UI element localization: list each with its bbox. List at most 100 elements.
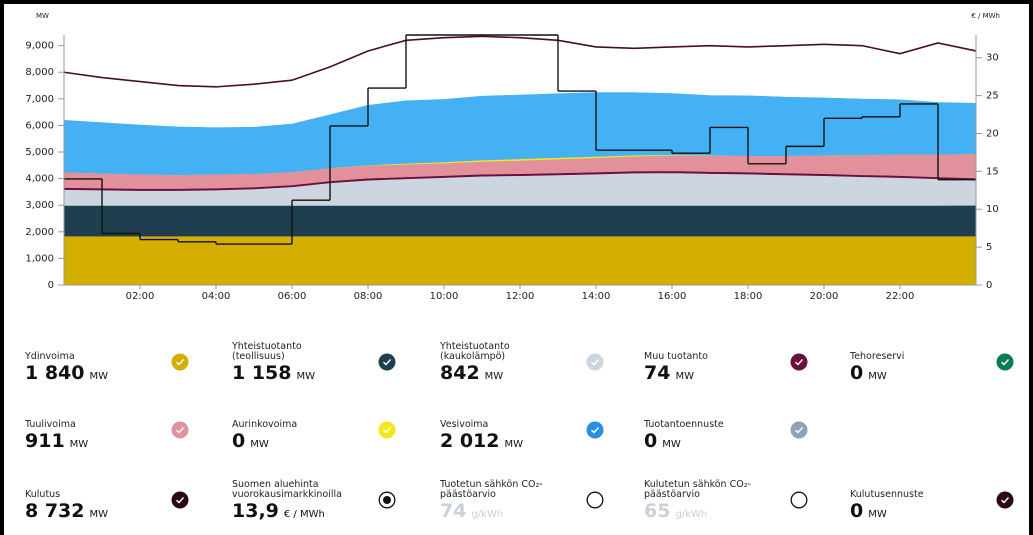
y-axis-label: MW [36,12,49,20]
toggle-icon[interactable] [996,491,1014,509]
item-label: Yhteistuotanto (kaukolämpö) [440,341,510,362]
check-mark [795,427,804,434]
toggle-icon[interactable] [171,353,189,371]
item-value-row: 911 MW [25,430,88,452]
x-tick-label: 02:00 [126,291,155,302]
legend-item: Yhteistuotanto (kaukolämpö) 842 MW [440,336,640,396]
line [63,35,977,88]
check-mark [591,427,600,434]
toggle-icon[interactable] [790,353,808,371]
item-unit: MW [868,371,887,382]
y-tick-label: 0 [48,280,54,291]
y-tick-label: 7,000 [25,94,54,105]
area [63,204,977,237]
y2-tick-label: 25 [986,91,999,102]
toggle-icon[interactable] [790,421,808,439]
item-value: 13,9 [232,500,279,522]
item-unit: MW [250,439,269,450]
x-tick-label: 04:00 [202,291,231,302]
item-value: 1 840 [25,362,85,384]
toggle-icon[interactable] [171,421,189,439]
item-value-row: 8 732 MW [25,500,108,522]
item-unit: g/kWh [471,509,504,520]
y-tick-label: 5,000 [25,147,54,158]
item-unit: MW [675,371,694,382]
toggle-circle [996,491,1014,509]
item-label: Suomen aluehinta vuorokausimarkkinoilla [232,479,342,500]
y2-tick-label: 0 [986,280,992,291]
item-label: Muu tuotanto [644,351,708,362]
item-label: Aurinkovoima [232,419,298,430]
legend-item: Kulutus 8 732 MW [25,474,225,534]
item-value: 911 [25,430,65,452]
item-unit: € / MWh [283,509,325,520]
chart: MW € / MWh 0 1,000 2,000 3,000 4,000 5,000 6,0… [25,12,1000,302]
y-tick-label: 6,000 [25,120,54,131]
item-label: Tuulivoima [25,419,76,430]
item-value: 65 [644,500,671,522]
y-tick-label: 8,000 [25,67,54,78]
toggle-icon[interactable] [378,491,396,509]
toggle-circle [378,421,396,439]
toggle-icon[interactable] [378,421,396,439]
check-mark [1001,497,1010,504]
toggle-icon[interactable] [996,353,1014,371]
item-value-row: 2 012 MW [440,430,523,452]
item-value-row: 65 g/kWh [644,500,707,522]
toggle-circle [790,421,808,439]
item-unit: g/kWh [675,509,708,520]
item-value: 74 [644,362,671,384]
x-tick-label: 16:00 [658,291,687,302]
check-mark [176,427,185,434]
toggle-circle [171,421,189,439]
item-unit: MW [484,371,504,382]
y2-tick-label: 5 [986,242,992,253]
item-value-row: 0 MW [644,430,681,452]
item-value-row: 13,9 € / MWh [232,500,325,522]
y2-axis-label: € / MWh [971,12,1000,20]
item-value: 0 [850,362,864,384]
x-tick-label: 20:00 [810,291,839,302]
x-tick-label: 10:00 [430,291,459,302]
toggle-circle [790,353,808,371]
check-mark [591,359,600,366]
toggle-circle [586,353,604,371]
y2-tick-label: 10 [986,204,999,215]
toggle-icon[interactable] [586,491,604,509]
item-value: 842 [440,362,480,384]
x-tick-label: 18:00 [734,291,763,302]
item-value-row: 1 840 MW [25,362,108,384]
toggle-circle [171,491,189,509]
item-label: Kulutusennuste [850,489,924,500]
legend-item: Vesivoima 2 012 MW [440,404,640,464]
item-value-row: 1 158 MW [232,362,315,384]
item-value-row: 842 MW [440,362,503,384]
toggle-icon[interactable] [586,421,604,439]
y-tick-label: 1,000 [25,253,54,264]
item-value-row: 0 MW [850,362,887,384]
toggle-icon[interactable] [171,491,189,509]
item-value-row: 0 MW [232,430,269,452]
y-tick-label: 3,000 [25,200,54,211]
check-mark [176,359,185,366]
legend-item: Muu tuotanto 74 MW [644,336,844,396]
area [63,235,977,286]
item-value: 2 012 [440,430,500,452]
item-value: 8 732 [25,500,85,522]
legend-item: Suomen aluehinta vuorokausimarkkinoilla 1… [232,474,432,534]
toggle-icon[interactable] [790,491,808,509]
toggle-circle [378,353,396,371]
y2-tick-label: 15 [986,166,999,177]
toggle-icon[interactable] [378,353,396,371]
x-tick-label: 08:00 [354,291,383,302]
check-mark [176,497,185,504]
item-unit: MW [69,439,89,450]
toggle-icon[interactable] [586,353,604,371]
legend-item: Tuulivoima 911 MW [25,404,225,464]
legend-item: Aurinkovoima 0 MW [232,404,432,464]
toggle-circle [996,353,1014,371]
legend-item: Tuotetun sähkön CO₂- päästöarvio 74 g/kWh [440,474,640,534]
y2-tick-label: 20 [986,128,999,139]
y-tick-label: 4,000 [25,174,54,185]
